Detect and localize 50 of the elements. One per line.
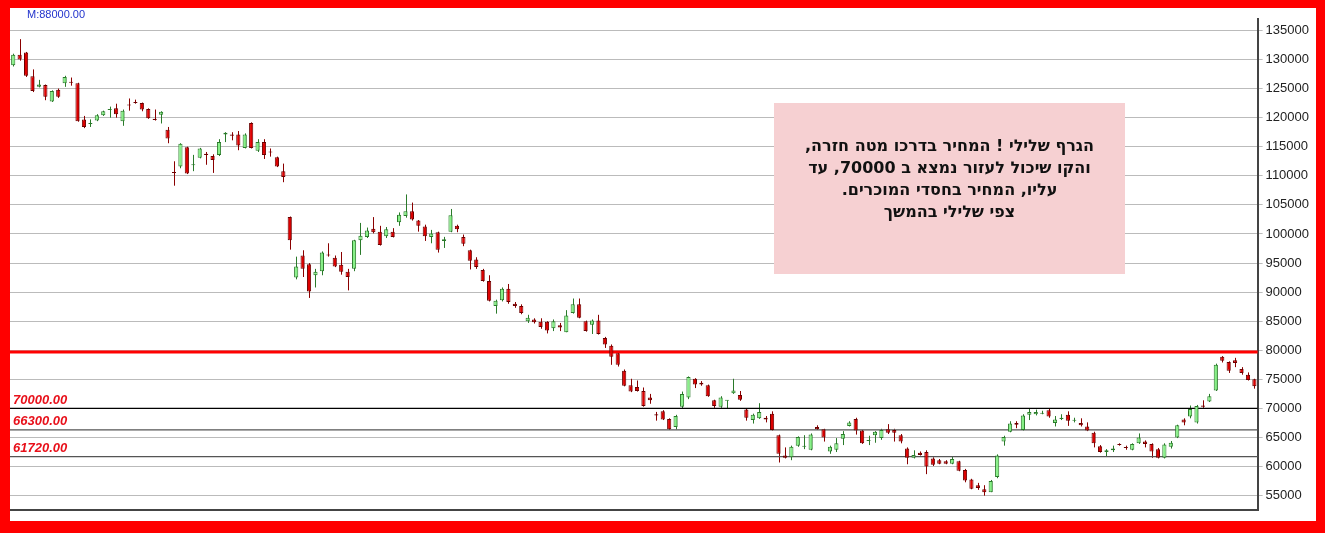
candlestick	[313, 268, 318, 288]
y-tick-label: 135000	[1265, 22, 1310, 38]
y-tick-label: 95000	[1265, 254, 1302, 270]
candlestick	[339, 251, 344, 276]
candlestick	[1194, 404, 1199, 425]
y-tick-label: 75000	[1265, 370, 1302, 386]
candlestick	[210, 153, 215, 174]
note-box: הגרף שלילי ! המחיר בדרכו מטה חזרה, והקו שיכול לעזור נמצא ב 70000, עד עליו, המחיר בחסדי המוכרים. צפי שלילי בהמשך	[774, 103, 1125, 274]
ref-line-label: 61720.00	[13, 439, 68, 455]
candlestick	[596, 314, 601, 336]
annotation: הגרף שלילי ! המחיר בדרכו מטה חזרה, והקו שיכול לעזור נמצא ב 70000, עד עליו, המחיר בחסדי המוכרים. צפי שלילי בהמשך	[805, 134, 1094, 223]
y-tick-label: 65000	[1265, 429, 1302, 445]
y-tick-label: 130000	[1265, 51, 1310, 67]
y-tick-label: 125000	[1265, 80, 1310, 96]
candlestick	[171, 160, 177, 187]
candlestick	[281, 163, 286, 183]
candlestick	[924, 449, 929, 475]
candlestick	[1213, 363, 1218, 392]
candlestick	[236, 130, 241, 151]
y-tick-label: 120000	[1265, 109, 1310, 125]
candlestick	[287, 216, 292, 251]
candlestick	[641, 387, 646, 408]
y-tick-label: 70000	[1265, 400, 1302, 416]
y-tick-label: 60000	[1265, 458, 1302, 474]
candlestick	[686, 375, 691, 400]
y-tick-label: 90000	[1265, 283, 1302, 299]
candlestick	[776, 434, 781, 464]
candlestick	[23, 51, 29, 78]
candlestick	[609, 343, 614, 366]
candlestick	[178, 142, 183, 169]
y-tick-label: 55000	[1265, 487, 1302, 503]
y-tick-label: 110000	[1265, 167, 1309, 183]
y-tick-label: 115000	[1265, 138, 1309, 154]
annotation: M:88000.00	[27, 8, 86, 20]
candlestick	[17, 38, 22, 62]
candlestick	[403, 193, 408, 219]
candlestick	[294, 256, 299, 280]
ref-line-label: 66300.00	[13, 413, 68, 429]
y-tick-label: 105000	[1265, 196, 1310, 212]
ref-line-label: 70000.00	[13, 391, 68, 407]
candlestick	[358, 222, 363, 256]
candlestick	[300, 249, 305, 278]
candlestick	[30, 68, 35, 93]
candlestick	[249, 121, 254, 149]
candlestick	[487, 274, 492, 302]
candlestick	[409, 202, 415, 222]
y-tick-label: 100000	[1265, 225, 1310, 241]
y-tick-label: 85000	[1265, 312, 1302, 328]
candlestick	[261, 138, 267, 160]
y-tick-label: 80000	[1265, 341, 1302, 357]
